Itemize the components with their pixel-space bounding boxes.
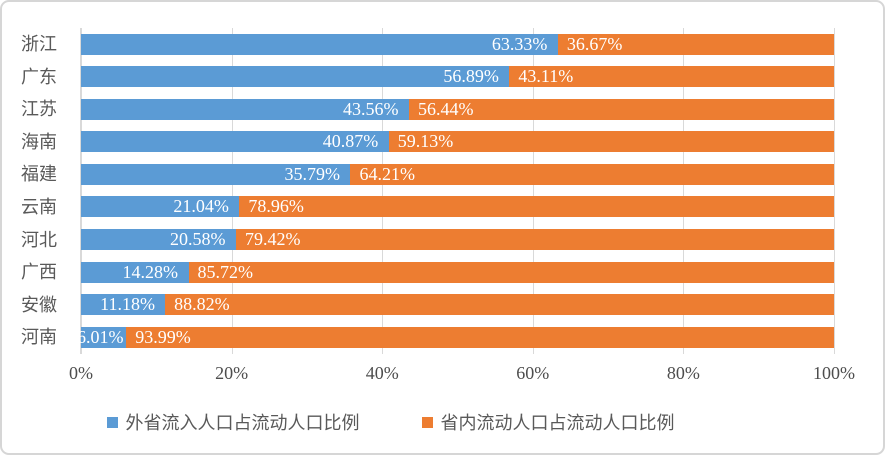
value-label-out-of-province: 43.56% <box>343 98 399 119</box>
category-label: 河南 <box>21 327 57 348</box>
gridline <box>683 28 685 354</box>
bar-row: 海南 40.87% 59.13% <box>21 126 834 159</box>
category-label: 广西 <box>21 262 57 283</box>
value-label-within-province: 56.44% <box>418 98 474 119</box>
gridline <box>382 28 384 354</box>
bar-segment-within-province <box>409 98 834 120</box>
bar-segment-within-province <box>126 326 834 348</box>
x-tick-label: 60% <box>516 363 550 383</box>
value-label-out-of-province: 63.33% <box>491 33 548 54</box>
stacked-bar <box>81 326 834 348</box>
bar-segment-out-of-province <box>81 66 510 88</box>
category-label: 江苏 <box>21 99 57 120</box>
bar-segment-out-of-province <box>81 33 558 55</box>
value-label-out-of-province: 40.87% <box>322 131 379 152</box>
bar-segment-within-province <box>388 131 834 153</box>
bar-segment-within-province <box>350 163 834 185</box>
category-label: 浙江 <box>21 34 57 54</box>
x-tick-label: 20% <box>215 363 249 383</box>
stacked-bar <box>81 66 834 88</box>
bar-row: 广西 14.28% 85.72% <box>21 256 834 289</box>
bar-segment-within-province <box>235 229 834 251</box>
bar-segment-out-of-province <box>81 229 236 251</box>
bar-row: 河北 20.58% 79.42% <box>21 224 834 257</box>
stacked-bar <box>81 131 834 153</box>
category-label: 海南 <box>21 131 57 152</box>
bar-segment-out-of-province <box>81 294 166 316</box>
bar-row: 江苏 43.56% 56.44% <box>21 93 834 126</box>
bar-segment-within-province <box>165 294 834 316</box>
legend-swatch-orange-icon <box>421 416 433 428</box>
value-label-within-province: 36.67% <box>566 33 623 54</box>
bar-segment-within-province <box>188 261 834 283</box>
bar-row: 福建 35.79% 64.21% <box>21 158 834 191</box>
legend-swatch-blue-icon <box>106 416 118 428</box>
category-label: 福建 <box>21 164 57 185</box>
value-label-within-province: 88.82% <box>174 294 230 315</box>
value-label-out-of-province: 20.58% <box>169 229 226 250</box>
legend-item-out-of-province: 外省流入人口占流动人口比例 <box>106 409 360 435</box>
bar-segment-out-of-province <box>81 131 389 153</box>
bar-segment-out-of-province <box>81 163 351 185</box>
bar-segment-within-province <box>239 196 834 218</box>
stacked-bar <box>81 229 834 251</box>
x-tick-label: 0% <box>69 363 93 383</box>
y-axis-line <box>80 28 82 354</box>
value-label-within-province: 93.99% <box>135 326 191 347</box>
legend-label-within-province: 省内流动人口占流动人口比例 <box>440 413 675 433</box>
value-label-out-of-province: 35.79% <box>284 163 340 184</box>
stacked-bar <box>81 261 834 283</box>
bar-segment-out-of-province <box>81 98 409 120</box>
value-label-out-of-province: 11.18% <box>100 294 155 315</box>
category-label: 河北 <box>21 229 57 250</box>
value-label-out-of-province: 6.01% <box>77 326 124 347</box>
stacked-bar <box>81 163 834 185</box>
bar-row: 广东 56.89% 43.11% <box>21 61 834 94</box>
category-label: 广东 <box>21 66 57 87</box>
stacked-bar <box>81 33 834 55</box>
value-label-within-province: 43.11% <box>518 66 574 87</box>
legend-item-within-province: 省内流动人口占流动人口比例 <box>421 409 675 435</box>
value-label-within-province: 79.42% <box>244 229 301 250</box>
value-label-out-of-province: 21.04% <box>173 196 229 217</box>
plot-area <box>80 28 835 354</box>
bar-rows: 浙江 63.33% 36.67% 广东 56.89% 43.11% 江苏 43.56% 56.4… <box>21 28 834 354</box>
x-tick-label: 40% <box>365 363 399 383</box>
stacked-bar <box>81 294 834 316</box>
value-label-within-province: 64.21% <box>359 163 415 184</box>
stacked-bar <box>81 98 834 120</box>
x-tick-label: 100% <box>813 363 855 383</box>
x-axis: 0% 20% 40% 60% 80% 100% <box>69 363 855 387</box>
bar-segment-out-of-province <box>81 261 189 283</box>
bar-segment-within-province <box>509 66 834 88</box>
value-label-within-province: 85.72% <box>197 261 254 282</box>
bar-row: 浙江 63.33% 36.67% <box>21 28 834 61</box>
bar-row: 安徽 11.18% 88.82% <box>21 289 834 322</box>
bar-row: 河南 6.01% 93.99% <box>21 321 834 354</box>
gridline <box>231 28 233 354</box>
stacked-bar <box>81 196 834 218</box>
gridline <box>834 28 835 354</box>
legend: 外省流入人口占流动人口比例 省内流动人口占流动人口比例 <box>2 409 831 435</box>
bar-segment-out-of-province <box>81 196 240 218</box>
value-label-out-of-province: 14.28% <box>122 261 179 282</box>
bar-segment-within-province <box>557 33 834 55</box>
value-label-within-province: 78.96% <box>248 196 304 217</box>
x-tick-label: 80% <box>666 363 700 383</box>
bar-row: 云南 21.04% 78.96% <box>21 191 834 224</box>
value-label-out-of-province: 56.89% <box>443 66 499 87</box>
category-label: 云南 <box>21 196 57 217</box>
category-label: 安徽 <box>21 294 57 315</box>
bar-segment-out-of-province <box>81 326 127 348</box>
legend-label-out-of-province: 外省流入人口占流动人口比例 <box>125 413 360 433</box>
gridline <box>532 28 534 354</box>
value-label-within-province: 59.13% <box>397 131 454 152</box>
